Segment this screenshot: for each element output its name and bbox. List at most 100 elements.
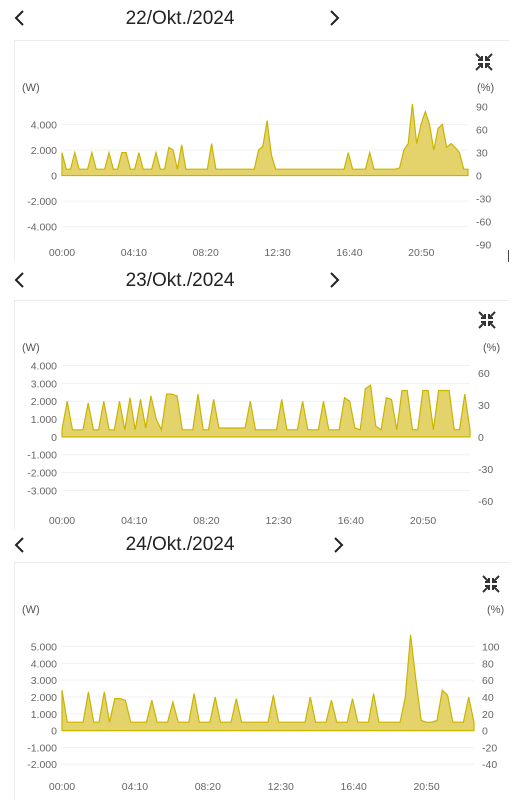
chevron-right-icon [330,10,340,26]
chevron-right-icon [330,272,340,288]
x-tick-label: 04:10 [121,515,147,527]
y-tick-label: 2.000 [31,692,57,704]
chevron-right-icon [334,537,344,553]
y2-tick-label: 90 [476,102,488,114]
x-tick-label: 08:20 [195,781,221,793]
collapse-arrows-icon [482,575,500,593]
series-area-0 [61,384,471,438]
y2-tick-label: 60 [476,125,488,137]
date-navigator: 23/Okt./2024 [0,262,514,302]
y2-tick-label: -90 [476,239,491,251]
scroll-edge [508,250,509,262]
chart-1: 4.000 2.000 0 -2.000 -4.000 90 60 30 0 -30 -60 -90 0… [27,102,491,259]
chevron-left-icon [14,10,24,26]
x-tick-label: 04:10 [121,247,147,259]
y2-tick-label: 60 [478,368,490,380]
x-tick-label: 08:20 [193,515,219,527]
y-tick-label: 2.000 [31,145,57,157]
y-tick-label: 1.000 [31,709,57,721]
y2-tick-label: 80 [482,658,494,670]
y2-tick-label: 40 [482,692,494,704]
next-day-button[interactable] [322,268,346,292]
collapse-arrows-icon [475,53,493,71]
y2-tick-label: -20 [482,742,497,754]
y-tick-label: 5.000 [31,642,57,654]
x-tick-label: 16:40 [338,515,364,527]
y-tick-label: -2.000 [27,196,57,208]
y2-tick-label: -60 [476,216,491,228]
panel-border [14,40,15,262]
series-area-0 [61,103,469,177]
divider [14,300,509,301]
y-tick-label: -1.000 [27,450,57,462]
y2-tick-label: 60 [482,675,494,687]
collapse-button[interactable] [477,310,497,330]
collapse-button[interactable] [474,52,494,72]
y-tick-label: 2.000 [31,396,57,408]
x-tick-label: 20:50 [413,781,439,793]
y-tick-label: 4.000 [31,658,57,670]
y2-tick-label: 100 [482,642,500,654]
y-tick-label: 0 [51,726,57,738]
right-axis-unit: (%) [483,342,501,354]
y-tick-label: -3.000 [27,485,57,497]
chart-2: 4.000 3.000 2.000 1.000 0 -1.000 -2.000 -3.000 6… [27,361,493,527]
x-tick-label: 20:50 [410,515,436,527]
x-tick-label: 16:40 [341,781,367,793]
x-tick-label: 08:20 [193,247,219,259]
prev-day-button[interactable] [8,268,32,292]
y-tick-label: -4.000 [27,222,57,234]
chart-panel-2: 23/Okt./2024 (W) (%) 4.000 3.000 2.000 1.00… [0,262,514,530]
date-label: 23/Okt./2024 [125,270,235,291]
y-tick-label: 0 [51,432,57,444]
y2-tick-label: 0 [476,171,482,183]
chevron-left-icon [14,537,24,553]
y-tick-label: 3.000 [31,675,57,687]
left-axis-unit: (W) [22,82,40,94]
x-tick-label: 16:40 [336,247,362,259]
panel-border [14,562,15,800]
x-tick-label: 12:30 [264,247,290,259]
collapse-arrows-icon [478,311,496,329]
y2-tick-label: 20 [482,709,494,721]
y-tick-label: 4.000 [31,119,57,131]
series-area-0 [61,634,475,732]
right-axis-unit: (%) [487,604,505,616]
next-day-button[interactable] [326,533,350,557]
chevron-left-icon [14,272,24,288]
y2-tick-label: -40 [482,759,497,771]
y-tick-label: 1.000 [31,414,57,426]
x-tick-label: 12:30 [265,515,291,527]
y-tick-label: 0 [51,171,57,183]
x-tick-label: 00:00 [49,515,75,527]
y2-tick-label: 0 [482,726,488,738]
y-tick-label: 4.000 [31,361,57,373]
y2-tick-label: -60 [478,496,493,508]
x-tick-label: 20:50 [408,247,434,259]
x-tick-label: 04:10 [122,781,148,793]
y-tick-label: -1.000 [27,742,57,754]
y2-tick-label: -30 [476,194,491,206]
prev-day-button[interactable] [8,6,32,30]
y2-tick-label: -30 [478,464,493,476]
chart-panel-3: 24/Okt./2024 (W) (%) 5.000 4.000 3.000 2.00… [0,530,514,800]
x-tick-label: 00:00 [49,247,75,259]
date-navigator: 22/Okt./2024 [0,0,514,40]
y2-tick-label: 30 [478,400,490,412]
x-tick-label: 12:30 [268,781,294,793]
left-axis-unit: (W) [22,342,40,354]
date-label: 24/Okt./2024 [125,534,235,555]
chart-panel-1: 22/Okt./2024 (W) (%) 4.000 2.000 0 -2.000 -4… [0,0,514,262]
chart-3: 5.000 4.000 3.000 2.000 1.000 0 -1.000 -2.000 10… [27,634,500,793]
date-label: 22/Okt./2024 [125,8,235,29]
date-navigator: 24/Okt./2024 [0,530,514,570]
prev-day-button[interactable] [8,533,32,557]
y-tick-label: -2.000 [27,759,57,771]
divider [14,562,509,563]
right-axis-unit: (%) [477,82,495,94]
next-day-button[interactable] [322,6,346,30]
x-tick-label: 00:00 [49,781,75,793]
y-tick-label: 3.000 [31,378,57,390]
collapse-button[interactable] [481,574,501,594]
panel-border [14,300,15,530]
